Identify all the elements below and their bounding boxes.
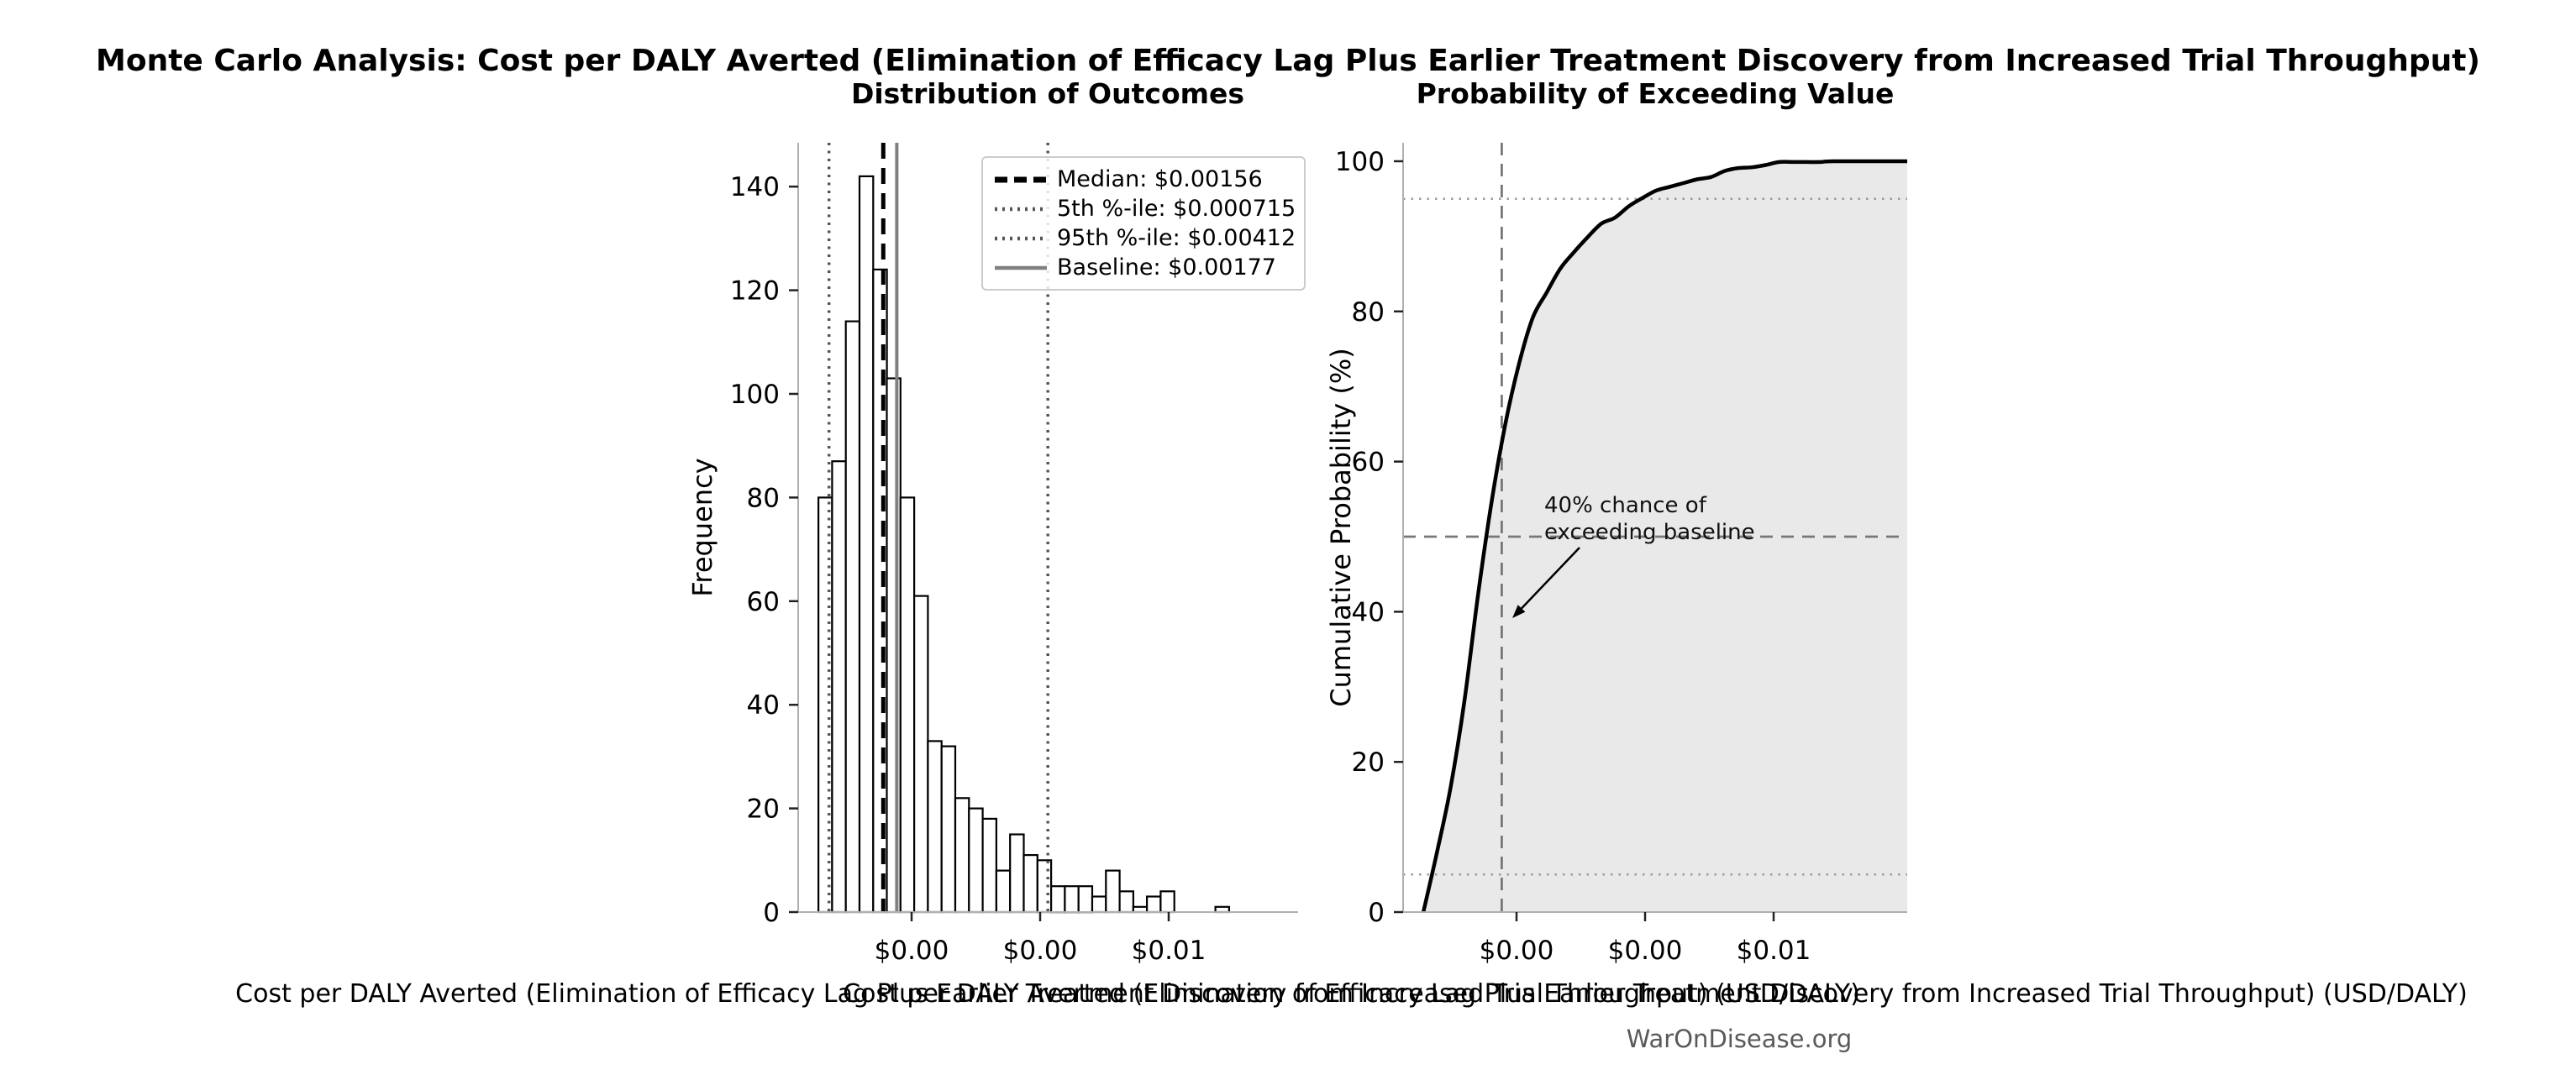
x-tick-label: $0.00: [875, 936, 949, 966]
histogram-bar: [844, 320, 861, 914]
histogram-bar: [1145, 895, 1162, 914]
x-tick-label: $0.01: [1737, 936, 1811, 966]
y-tick-label: 40: [1352, 597, 1385, 627]
histogram-bar: [1159, 890, 1175, 914]
cdf-annotation-line1: 40% chance of: [1544, 493, 1706, 518]
histogram-bar: [1091, 895, 1107, 914]
histogram-subplot-title: Distribution of Outcomes: [850, 77, 1245, 110]
y-tick-label: 20: [1352, 747, 1385, 778]
legend-item-p95: 95th %-ile: $0.00412: [995, 225, 1296, 251]
cdf-annotation: 40% chance of exceeding baseline: [1544, 492, 1755, 546]
histogram-bar: [981, 817, 997, 914]
frequency-axis-label: Frequency: [686, 458, 718, 597]
cdf-xaxis-label: Cost per DALY Averted (Elimination of Ef…: [843, 979, 2468, 1009]
x-tick-label: $0.01: [1132, 936, 1207, 966]
x-tick-label: $0.00: [1480, 936, 1554, 966]
histogram-bar: [1023, 853, 1038, 914]
y-tick-label: 0: [763, 898, 780, 928]
y-tick-label: 0: [1368, 898, 1385, 928]
legend-box: Median: $0.00156 5th %-ile: $0.000715 95…: [981, 156, 1306, 291]
y-tick-label: 100: [1335, 147, 1385, 177]
y-tick-label: 80: [1352, 297, 1385, 328]
legend-item-median: Median: $0.00156: [995, 166, 1292, 192]
p5-line-sample: [995, 207, 1047, 211]
legend-label: Median: $0.00156: [1057, 166, 1263, 192]
histogram-bar: [1064, 885, 1080, 914]
figure-title: Monte Carlo Analysis: Cost per DALY Aver…: [96, 44, 2480, 78]
watermark: WarOnDisease.org: [1626, 1025, 1853, 1053]
y-tick-label: 60: [747, 587, 780, 617]
histogram-bar: [954, 797, 970, 914]
legend-label: 5th %-ile: $0.000715: [1057, 196, 1296, 222]
y-tick-label: 60: [1352, 448, 1385, 478]
y-tick-label: 80: [747, 483, 780, 513]
legend-item-p5: 5th %-ile: $0.000715: [995, 196, 1296, 222]
legend-item-baseline: Baseline: $0.00177: [995, 254, 1292, 281]
cdf-curve: [1421, 159, 1907, 913]
legend-label: 95th %-ile: $0.00412: [1057, 225, 1296, 251]
histogram-bar: [1077, 885, 1094, 914]
histogram-bar: [1009, 833, 1025, 914]
y-tick-label: 140: [730, 172, 780, 202]
histogram-bar: [1105, 869, 1121, 914]
cdf-annotation-line2: exceeding baseline: [1544, 520, 1755, 545]
histogram-bar: [968, 807, 984, 914]
x-tick-label: $0.00: [1608, 936, 1683, 966]
histogram-bar: [899, 496, 916, 914]
legend-label: Baseline: $0.00177: [1057, 254, 1276, 281]
y-tick-label: 120: [730, 276, 780, 307]
histogram-bar: [1118, 890, 1134, 914]
baseline-line-sample: [995, 265, 1047, 270]
y-tick-label: 100: [730, 380, 780, 410]
y-tick-label: 40: [747, 690, 780, 721]
histogram-bar: [831, 460, 847, 914]
annotation-arrow: [1521, 547, 1580, 610]
median-line-sample: [995, 176, 1047, 182]
cdf-subplot-title: Probability of Exceeding Value: [1416, 77, 1895, 110]
histogram-bar: [927, 740, 943, 914]
histogram-bar: [912, 595, 929, 914]
annotation-arrowhead: [1512, 605, 1526, 618]
cumulative-probability-axis-label: Cumulative Probability (%): [1325, 348, 1357, 707]
histogram-bar: [940, 745, 957, 914]
histogram-bar: [858, 175, 875, 914]
y-tick-label: 20: [747, 794, 780, 825]
histogram-bar: [1049, 885, 1066, 914]
histogram-xaxis-label: Cost per DALY Averted (Elimination of Ef…: [235, 979, 1860, 1009]
p95-line-sample: [995, 236, 1047, 240]
histogram-bar: [995, 869, 1012, 914]
histogram-bar: [872, 268, 888, 914]
x-tick-label: $0.00: [1003, 936, 1078, 966]
